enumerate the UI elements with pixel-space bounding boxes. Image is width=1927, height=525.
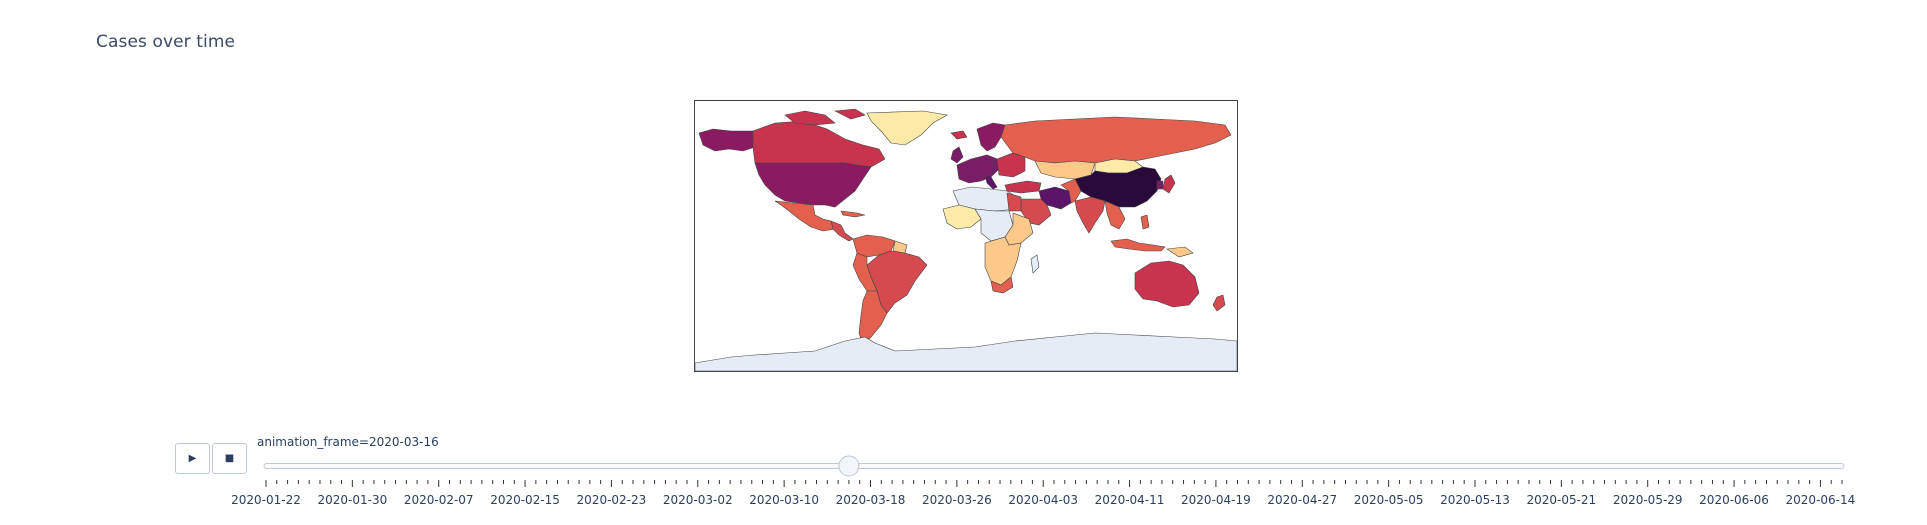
region-arctic-islands[interactable] (784, 110, 836, 126)
slider-tick-label: 2020-04-11 (1095, 493, 1165, 507)
region-alaska[interactable] (698, 128, 756, 152)
region-argentina-chile[interactable] (858, 290, 888, 346)
slider-tick-label: 2020-03-10 (749, 493, 819, 507)
region-eastern-europe[interactable] (996, 152, 1026, 178)
slider-label-value: 2020-03-16 (368, 435, 439, 449)
region-southern-africa[interactable] (984, 236, 1022, 286)
region-madagascar[interactable] (1030, 254, 1040, 274)
slider-tick-label: 2020-04-19 (1181, 493, 1251, 507)
region-uk[interactable] (950, 146, 964, 164)
chart-title: Cases over time (96, 32, 236, 52)
region-turkey[interactable] (1004, 180, 1042, 194)
slider-tick-label: 2020-05-13 (1440, 493, 1510, 507)
region-south-africa[interactable] (990, 276, 1014, 294)
slider-tick-label: 2020-02-15 (490, 493, 560, 507)
slider-tick-label: 2020-03-18 (836, 493, 906, 507)
slider-tick-label: 2020-05-29 (1613, 493, 1683, 507)
region-mexico[interactable] (774, 200, 836, 232)
region-guianas[interactable] (892, 240, 908, 254)
play-button[interactable]: ▶ (175, 443, 210, 474)
region-west-africa[interactable] (942, 204, 982, 230)
slider-tick-label: 2020-02-23 (577, 493, 647, 507)
region-india[interactable] (1074, 196, 1106, 234)
region-russia[interactable] (1000, 116, 1232, 164)
region-caribbean[interactable] (840, 210, 866, 218)
slider-label-prefix: animation_frame= (257, 435, 369, 449)
region-antarctica[interactable] (695, 332, 1237, 371)
slider-tick-label: 2020-05-21 (1526, 493, 1596, 507)
slider-handle[interactable] (838, 455, 860, 477)
slider-tick-label: 2020-04-27 (1267, 493, 1337, 507)
region-central-america[interactable] (830, 220, 854, 242)
region-united-states[interactable] (754, 162, 872, 208)
slider-tick-label: 2020-06-14 (1786, 493, 1856, 507)
region-indonesia[interactable] (1110, 238, 1166, 252)
slider-tick-label: 2020-03-02 (663, 493, 733, 507)
region-canada[interactable] (752, 120, 886, 168)
slider-tick-label: 2020-02-07 (404, 493, 474, 507)
region-philippines[interactable] (1140, 214, 1150, 230)
slider-tick-label: 2020-03-26 (922, 493, 992, 507)
choropleth-map[interactable] (694, 100, 1238, 372)
region-new-guinea[interactable] (1166, 246, 1194, 258)
world-map (695, 108, 1237, 371)
play-icon: ▶ (188, 453, 197, 464)
slider-svg: 2020-01-22 2020-01-30 2020-02-07 2020-02-15… (231, 455, 1856, 507)
slider-tick-label: 2020-04-03 (1008, 493, 1078, 507)
region-korea[interactable] (1156, 180, 1164, 190)
animation-slider[interactable]: 2020-01-22 2020-01-30 2020-02-07 2020-02-15… (0, 455, 1927, 515)
region-greenland[interactable] (866, 110, 948, 146)
region-japan[interactable] (1162, 174, 1176, 194)
slider-current-label: animation_frame=2020-03-16 (257, 435, 439, 449)
slider-tick-label: 2020-01-30 (317, 493, 387, 507)
region-western-europe[interactable] (956, 154, 1000, 184)
region-egypt[interactable] (1006, 192, 1022, 212)
region-australia[interactable] (1134, 260, 1200, 308)
region-southeast-asia[interactable] (1104, 200, 1126, 230)
slider-rail[interactable] (263, 463, 1845, 469)
slider-tick-label: 2020-06-06 (1699, 493, 1769, 507)
region-iceland[interactable] (950, 130, 968, 140)
region-scandinavia[interactable] (976, 122, 1006, 152)
slider-tick-label: 2020-01-22 (231, 493, 301, 507)
slider-tick-label: 2020-05-05 (1354, 493, 1424, 507)
stop-icon: ■ (224, 453, 235, 464)
region-new-zealand[interactable] (1212, 294, 1226, 312)
region-italy[interactable] (984, 174, 998, 190)
region-arctic-islands-2[interactable] (833, 108, 866, 120)
stop-button[interactable]: ■ (212, 443, 247, 474)
